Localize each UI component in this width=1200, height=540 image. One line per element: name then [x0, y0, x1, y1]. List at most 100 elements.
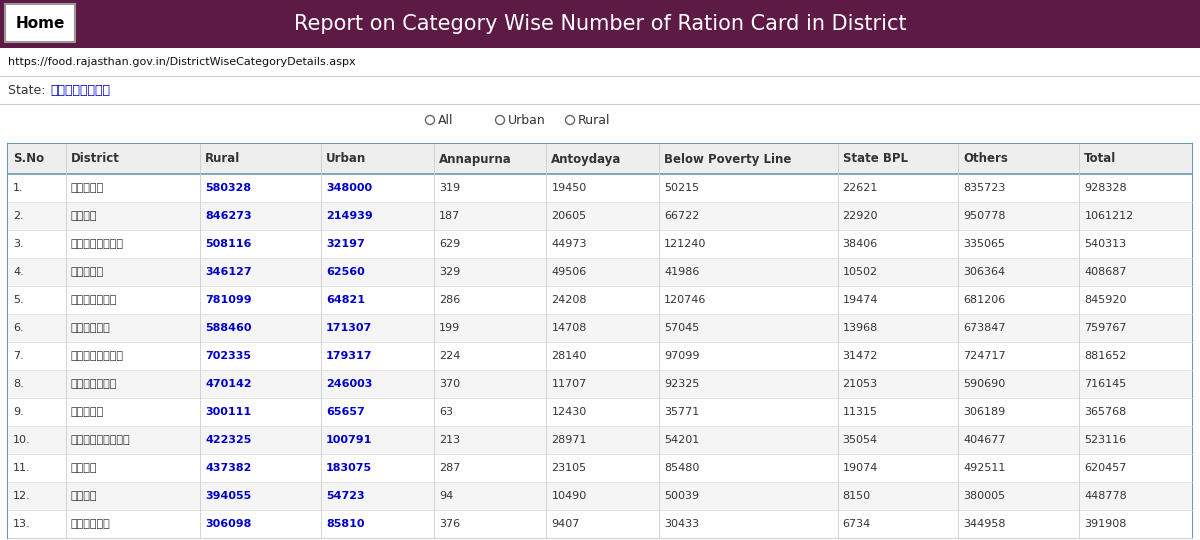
Text: दौसा: दौसा [71, 491, 97, 501]
Text: 94: 94 [439, 491, 454, 501]
Text: 63: 63 [439, 407, 452, 417]
Text: S.No: S.No [13, 152, 44, 165]
Text: 846273: 846273 [205, 211, 252, 221]
Text: Urban: Urban [508, 113, 546, 126]
Text: 7.: 7. [13, 351, 24, 361]
Text: 19074: 19074 [842, 463, 878, 473]
Text: 57045: 57045 [664, 323, 700, 333]
Bar [8, 370, 1192, 398]
Text: 620457: 620457 [1085, 463, 1127, 473]
Text: Rural: Rural [578, 113, 611, 126]
Text: चूरू: चूरू [71, 463, 97, 473]
Text: 14708: 14708 [552, 323, 587, 333]
Text: 702335: 702335 [205, 351, 251, 361]
Text: 588460: 588460 [205, 323, 252, 333]
Text: 10502: 10502 [842, 267, 877, 277]
Text: 346127: 346127 [205, 267, 252, 277]
Text: 629: 629 [439, 239, 460, 249]
Text: 35771: 35771 [664, 407, 700, 417]
Text: 287: 287 [439, 463, 460, 473]
Text: 8.: 8. [13, 379, 24, 389]
Text: 286: 286 [439, 295, 460, 305]
Text: 65657: 65657 [326, 407, 365, 417]
Bar [8, 230, 1192, 258]
Text: 12430: 12430 [552, 407, 587, 417]
Text: 759767: 759767 [1085, 323, 1127, 333]
Text: 376: 376 [439, 519, 460, 529]
Text: 66722: 66722 [664, 211, 700, 221]
Text: 716145: 716145 [1085, 379, 1127, 389]
Text: 590690: 590690 [964, 379, 1006, 389]
Text: 13968: 13968 [842, 323, 878, 333]
Text: Report on Category Wise Number of Ration Card in District: Report on Category Wise Number of Ration… [294, 14, 906, 34]
Text: 214939: 214939 [326, 211, 373, 221]
Text: 1.: 1. [13, 183, 24, 193]
Text: बाड़मेर: बाड़मेर [71, 295, 118, 305]
Text: बीकानेर: बीकानेर [71, 379, 118, 389]
Text: 306364: 306364 [964, 267, 1006, 277]
Text: 246003: 246003 [326, 379, 372, 389]
Text: 24208: 24208 [552, 295, 587, 305]
Text: 22621: 22621 [842, 183, 878, 193]
Text: 370: 370 [439, 379, 460, 389]
Text: 32197: 32197 [326, 239, 365, 249]
Text: अजमेर: अजमेर [71, 183, 104, 193]
Text: 28140: 28140 [552, 351, 587, 361]
Text: 199: 199 [439, 323, 460, 333]
Text: बूंदी: बूंदी [71, 407, 104, 417]
Text: 404677: 404677 [964, 435, 1006, 445]
Text: 11315: 11315 [842, 407, 877, 417]
Text: 62560: 62560 [326, 267, 365, 277]
Text: 394055: 394055 [205, 491, 252, 501]
Text: 437382: 437382 [205, 463, 252, 473]
Text: 21053: 21053 [842, 379, 877, 389]
Text: 306189: 306189 [964, 407, 1006, 417]
Text: 38406: 38406 [842, 239, 878, 249]
Text: 950778: 950778 [964, 211, 1006, 221]
Text: 5.: 5. [13, 295, 24, 305]
Text: 2.: 2. [13, 211, 24, 221]
Text: 30433: 30433 [664, 519, 700, 529]
Text: 835723: 835723 [964, 183, 1006, 193]
Text: 19450: 19450 [552, 183, 587, 193]
Text: 11707: 11707 [552, 379, 587, 389]
Text: भीलवाड़ा: भीलवाड़ा [71, 351, 124, 361]
Text: 348000: 348000 [326, 183, 372, 193]
Text: धौलपुर: धौलपुर [71, 519, 110, 529]
Bar [8, 174, 1192, 202]
Bar [8, 314, 1192, 342]
Text: राजस्थान: राजस्थान [50, 84, 110, 97]
Text: 10490: 10490 [552, 491, 587, 501]
Bar [8, 454, 1192, 482]
Text: 64821: 64821 [326, 295, 365, 305]
Text: 380005: 380005 [964, 491, 1006, 501]
Text: 335065: 335065 [964, 239, 1006, 249]
Text: 183075: 183075 [326, 463, 372, 473]
Text: 224: 224 [439, 351, 460, 361]
Text: 6.: 6. [13, 323, 24, 333]
Text: 408687: 408687 [1085, 267, 1127, 277]
Text: Rural: Rural [205, 152, 240, 165]
Text: 28971: 28971 [552, 435, 587, 445]
Text: 6734: 6734 [842, 519, 871, 529]
Text: 580328: 580328 [205, 183, 252, 193]
Text: 928328: 928328 [1085, 183, 1127, 193]
Text: 673847: 673847 [964, 323, 1006, 333]
Text: 508116: 508116 [205, 239, 252, 249]
Text: 3.: 3. [13, 239, 24, 249]
Text: 724717: 724717 [964, 351, 1006, 361]
Text: 492511: 492511 [964, 463, 1006, 473]
Bar [8, 144, 1192, 538]
Text: 23105: 23105 [552, 463, 587, 473]
Text: 20605: 20605 [552, 211, 587, 221]
Text: 54201: 54201 [664, 435, 700, 445]
Text: 120746: 120746 [664, 295, 707, 305]
Text: 10.: 10. [13, 435, 31, 445]
Bar [8, 398, 1192, 426]
Text: 44973: 44973 [552, 239, 587, 249]
Text: 12.: 12. [13, 491, 31, 501]
Bar [8, 202, 1192, 230]
Text: 100791: 100791 [326, 435, 372, 445]
Text: चितौड़गढ़: चितौड़गढ़ [71, 435, 131, 445]
Text: बारां: बारां [71, 267, 104, 277]
